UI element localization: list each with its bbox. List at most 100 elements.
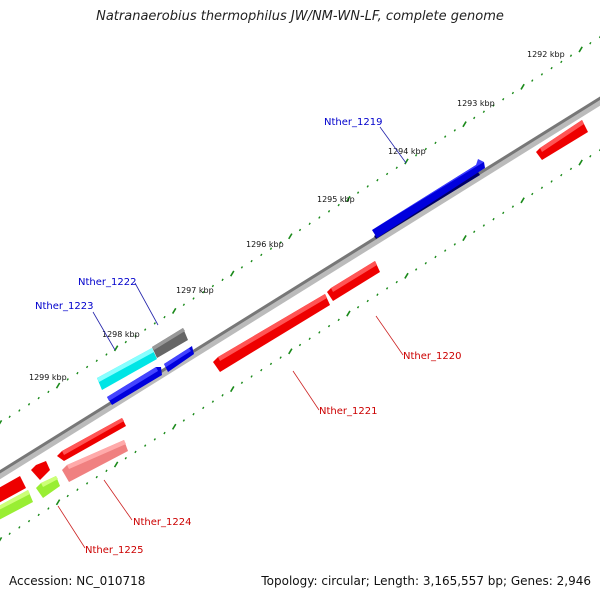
ruler-forward-tick	[27, 403, 31, 406]
ruler-reverse-tick	[134, 450, 137, 454]
ruler-forward-tick	[560, 60, 563, 64]
ruler-reverse-tick	[105, 469, 108, 473]
gene-nther-1225[interactable]	[31, 461, 60, 498]
ruler-reverse-tick	[482, 224, 486, 227]
leader-lines	[57, 126, 407, 549]
ruler-label-1297: 1297 kbp	[176, 286, 214, 295]
ruler-forward-tick	[366, 185, 369, 188]
gene-nther-1224[interactable]	[57, 418, 128, 482]
ruler-reverse-tick	[502, 211, 505, 215]
ruler-reverse-tick	[269, 362, 273, 366]
ruler-forward-tick	[511, 91, 515, 95]
ruler-forward-tick	[153, 322, 156, 325]
ruler-forward-tick	[578, 46, 583, 53]
map-title: Natranaerobius thermophilus JW/NM-WN-LF,…	[96, 9, 504, 24]
label-nther-1223[interactable]: Nther_1223	[35, 301, 93, 312]
label-nther-1220[interactable]: Nther_1220	[403, 351, 461, 362]
ruler-forward-tick	[124, 340, 127, 344]
ruler-forward-tick	[569, 54, 573, 57]
ruler-reverse-tick	[124, 456, 127, 460]
ruler-reverse-tick	[182, 419, 186, 422]
ruler-forward-tick	[211, 284, 215, 288]
accession-text: Accession: NC_010718	[9, 574, 146, 588]
ruler-forward-tick	[221, 278, 224, 282]
ruler-forward-tick	[337, 203, 340, 207]
ruler-forward-tick	[492, 104, 495, 107]
gene-nther-1219[interactable]	[372, 159, 485, 239]
ruler-forward-tick	[482, 110, 486, 113]
ruler-forward-tick	[229, 270, 235, 277]
ruler-label-1298: 1298 kbp	[102, 330, 140, 339]
gene-nther-1220-right[interactable]	[536, 120, 588, 160]
gene-nther-1222[interactable]	[152, 328, 188, 358]
ruler-reverse-tick	[85, 482, 89, 485]
ruler-forward-tick	[260, 253, 263, 257]
gene-nther-1221[interactable]	[213, 294, 330, 372]
ruler-forward-tick	[269, 247, 273, 250]
gene-nther-1223b[interactable]	[107, 367, 162, 405]
ruler-reverse-tick	[308, 337, 311, 340]
genome-summary-text: Topology: circular; Length: 3,165,557 bp…	[261, 574, 591, 588]
ruler-reverse-tick	[153, 438, 156, 441]
ruler-label-1299: 1299 kbp	[29, 373, 67, 382]
ruler-forward-tick	[346, 195, 351, 202]
ruler-forward-tick	[434, 141, 437, 145]
ruler-forward-tick	[502, 97, 505, 101]
ruler-reverse-tick	[462, 235, 467, 242]
ruler-forward-tick	[144, 328, 147, 331]
ruler-forward-tick	[76, 371, 79, 375]
label-nther-1221[interactable]: Nther_1221	[319, 406, 377, 417]
label-nther-1219[interactable]: Nther_1219	[324, 117, 382, 128]
gene-nther-1220[interactable]	[327, 261, 380, 301]
gene-nther-1222b[interactable]	[164, 346, 194, 372]
ruler-label-1294: 1294 kbp	[388, 147, 426, 156]
ruler-forward-tick	[318, 216, 321, 219]
ruler-forward-tick	[85, 365, 89, 369]
ruler-forward-tick	[414, 154, 418, 157]
ruler-reverse-tick	[550, 180, 553, 183]
ruler-reverse-tick	[37, 513, 40, 517]
ruler-reverse-tick	[531, 192, 534, 196]
ruler-forward-tick	[308, 222, 311, 226]
gene-left-edge[interactable]	[0, 476, 33, 522]
ruler-reverse-tick	[434, 255, 437, 259]
ruler-forward-tick	[55, 382, 61, 389]
ruler-forward-tick	[395, 166, 398, 170]
gene-nther-1223[interactable]	[97, 348, 157, 390]
ruler-forward-tick	[404, 158, 409, 165]
ruler-forward-tick	[462, 121, 467, 128]
ruler-reverse-tick	[8, 532, 11, 535]
ruler-reverse-tick	[376, 293, 379, 296]
label-nther-1225[interactable]: Nther_1225	[85, 545, 143, 556]
ruler-forward-tick	[298, 228, 302, 232]
ruler-reverse-tick	[66, 494, 69, 498]
ruler-label-1295: 1295 kbp	[317, 195, 355, 204]
ruler-reverse-tick	[95, 475, 98, 479]
ruler-forward-tick	[163, 315, 166, 319]
ruler-forward-tick	[376, 178, 379, 182]
ruler-reverse-tick	[395, 280, 398, 284]
ruler-reverse-tick	[192, 412, 195, 416]
ruler-reverse-tick	[569, 167, 573, 171]
ruler-reverse-tick	[560, 173, 563, 177]
ruler-reverse-tick	[211, 400, 215, 403]
ruler-forward-tick	[240, 266, 244, 269]
ruler-forward-tick	[589, 41, 592, 45]
ruler-forward-tick	[8, 415, 11, 419]
ruler-reverse-tick	[578, 159, 583, 166]
ruler-forward-tick	[424, 147, 427, 151]
ruler-forward-tick	[171, 307, 177, 314]
ruler-forward-tick	[0, 419, 3, 425]
label-nther-1224[interactable]: Nther_1224	[133, 517, 191, 528]
ruler-reverse-tick	[385, 287, 389, 290]
label-nther-1222[interactable]: Nther_1222	[78, 277, 136, 288]
ruler-reverse-tick	[202, 406, 205, 410]
ruler-reverse-tick	[318, 331, 321, 334]
ruler-reverse-tick	[144, 444, 147, 447]
ruler-reverse-tick	[540, 186, 544, 190]
ruler-forward-tick	[356, 191, 360, 194]
ruler-reverse-tick	[404, 272, 409, 279]
ruler-reverse-tick	[229, 385, 235, 393]
